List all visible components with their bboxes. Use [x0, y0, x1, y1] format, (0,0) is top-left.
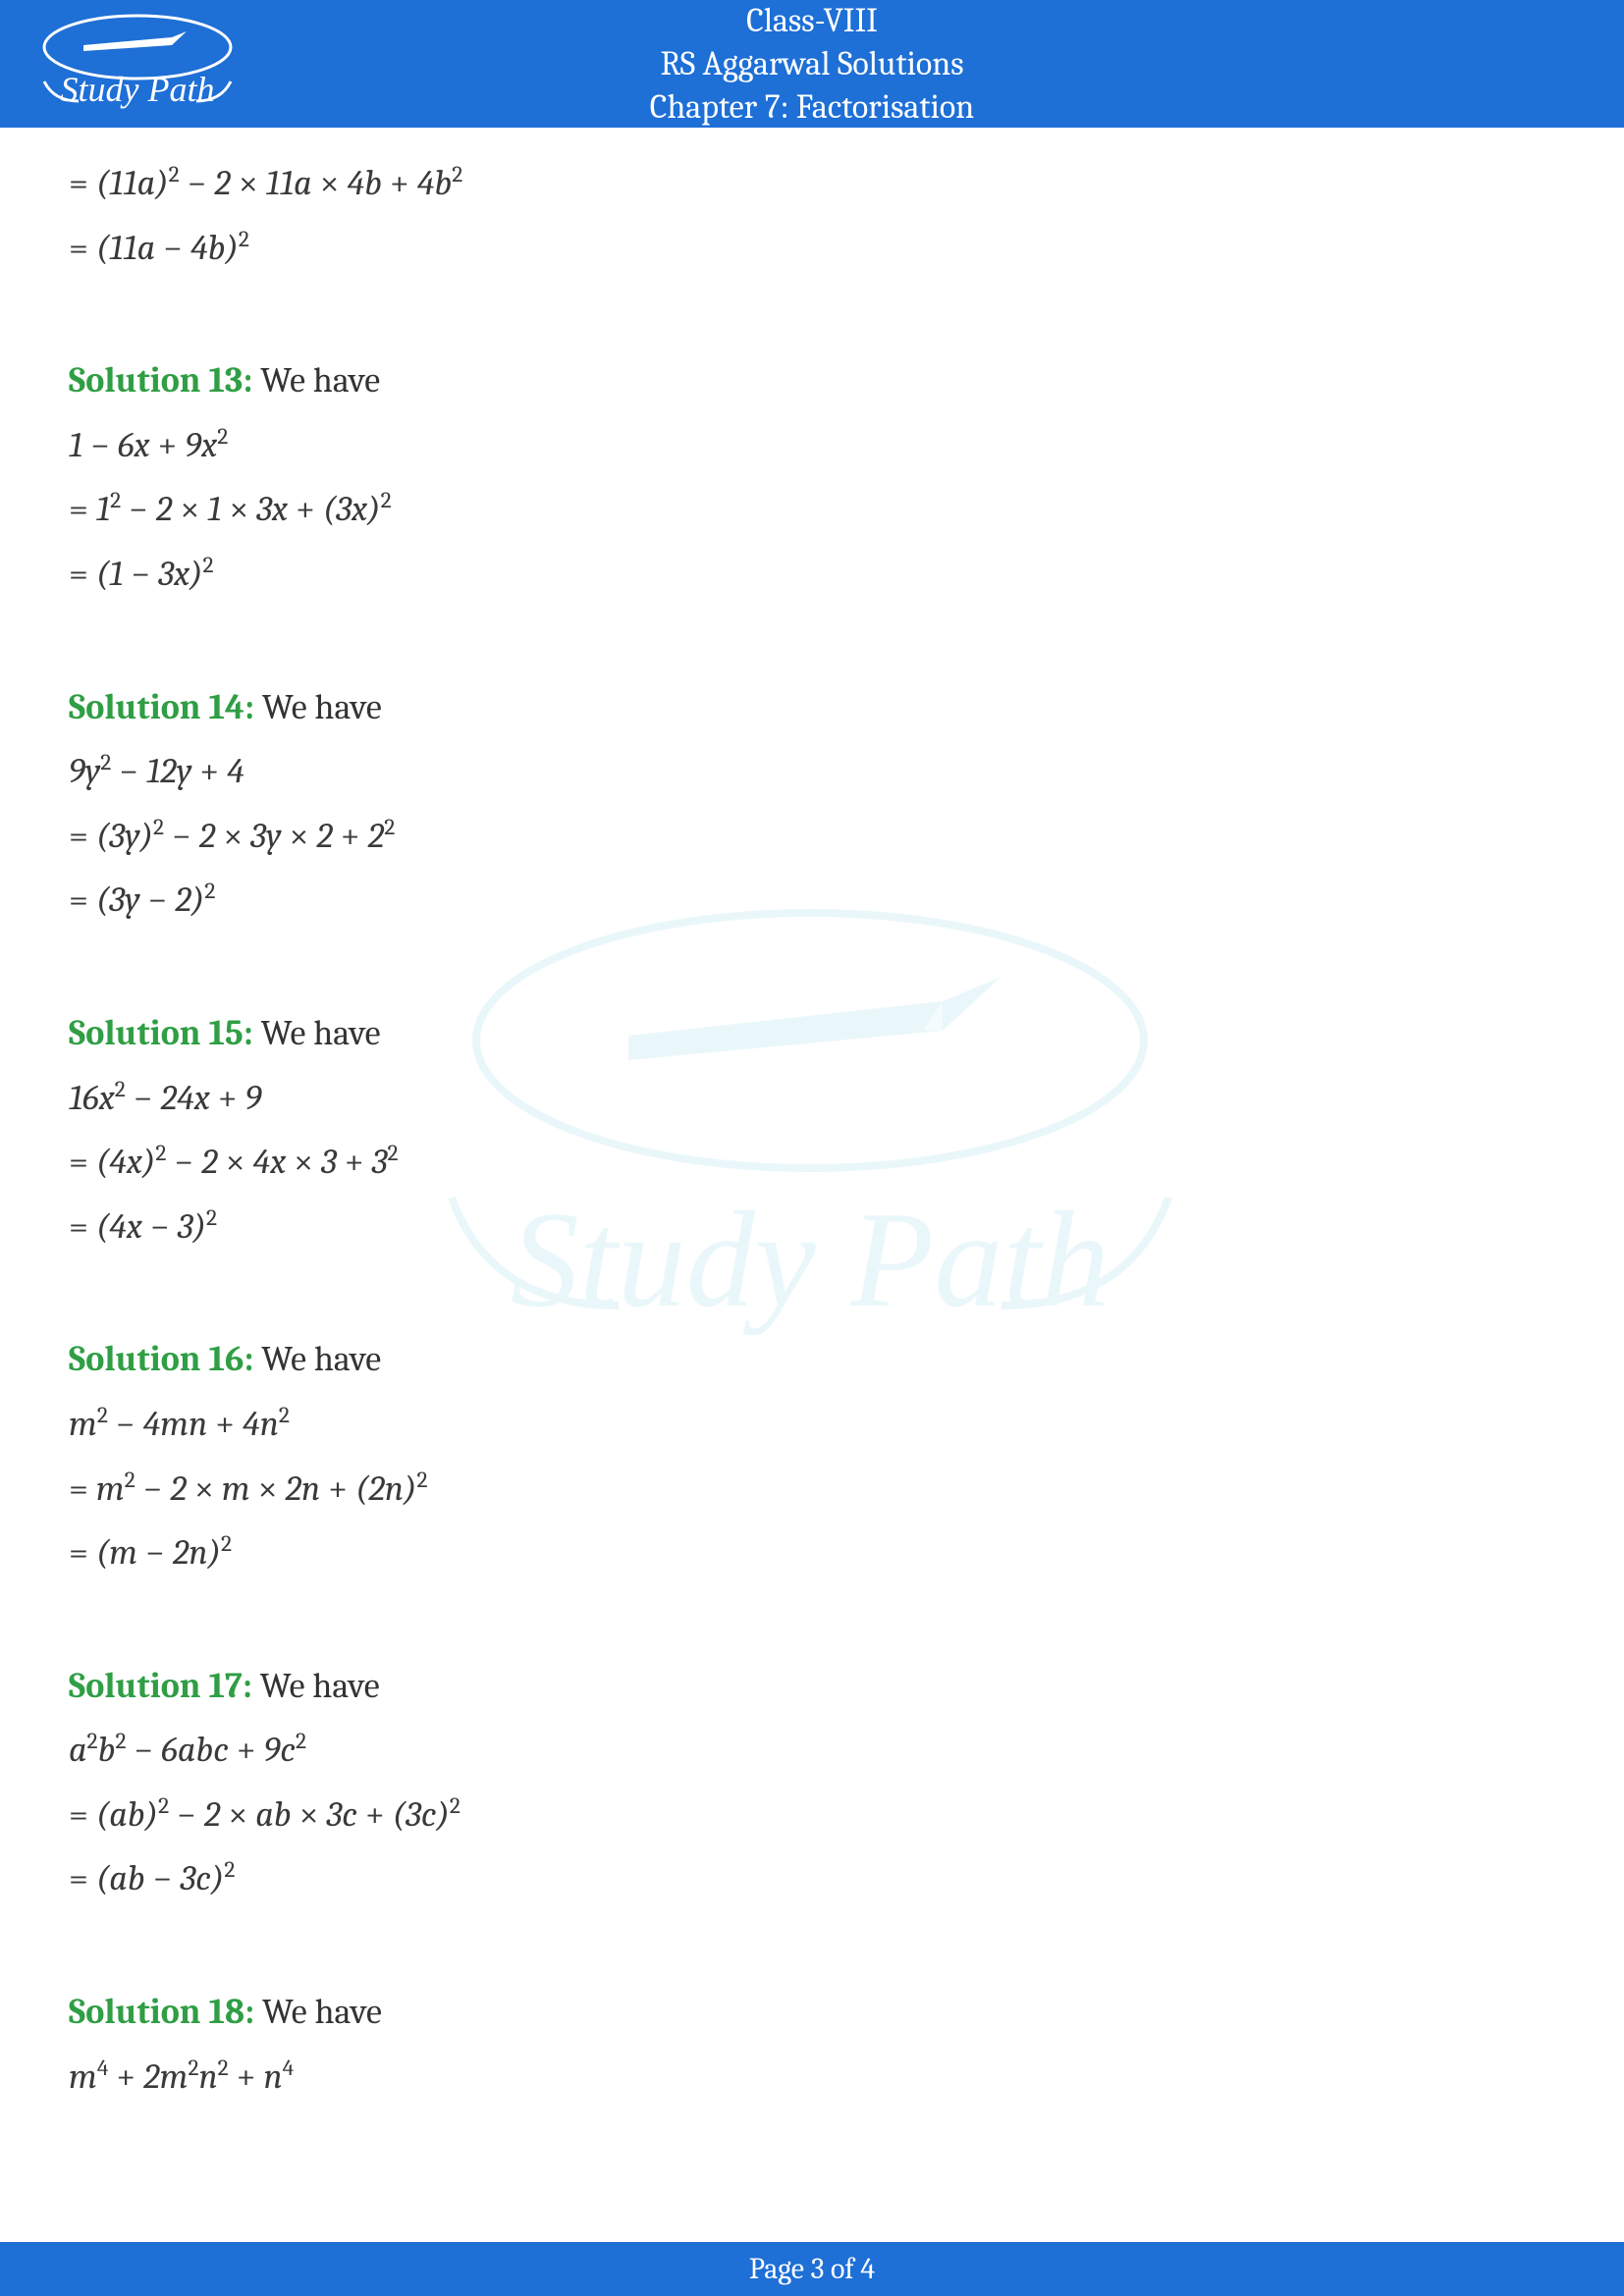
- math-expression: = 12 − 2 × 1 × 3x + (3x)2: [69, 481, 1555, 538]
- solution-intro: We have: [252, 1666, 380, 1706]
- solution-intro: We have: [253, 1339, 381, 1379]
- math-expression: = (1 − 3x)2: [69, 546, 1555, 603]
- study-path-logo: Study Path: [25, 8, 250, 116]
- solution-heading: Solution 13: We have: [69, 352, 1555, 409]
- continuation-line-1: = (11a)2 − 2 × 11a × 4b + 4b2: [69, 155, 1555, 212]
- solution-label: Solution 14:: [69, 687, 254, 727]
- svg-text:Study Path: Study Path: [61, 70, 215, 109]
- math-expression: 1 − 6x + 9x2: [69, 417, 1555, 474]
- solution-heading: Solution 15: We have: [69, 1005, 1555, 1062]
- math-expression: = m2 − 2 × m × 2n + (2n)2: [69, 1461, 1555, 1518]
- solution-label: Solution 17:: [69, 1666, 252, 1706]
- math-expression: = (ab − 3c)2: [69, 1850, 1555, 1907]
- math-expression: = (3y − 2)2: [69, 872, 1555, 929]
- math-expression: a2b2 − 6abc + 9c2: [69, 1722, 1555, 1779]
- solution-heading: Solution 17: We have: [69, 1658, 1555, 1715]
- solution-heading: Solution 16: We have: [69, 1331, 1555, 1388]
- math-expression: = (4x − 3)2: [69, 1199, 1555, 1255]
- solution-heading: Solution 14: We have: [69, 679, 1555, 736]
- math-expression: = (3y)2 − 2 × 3y × 2 + 22: [69, 808, 1555, 865]
- footer-prefix: Page: [749, 2252, 811, 2286]
- math-expression: 16x2 − 24x + 9: [69, 1070, 1555, 1127]
- page-footer: Page 3 of 4: [0, 2242, 1624, 2296]
- solution-label: Solution 15:: [69, 1013, 253, 1053]
- solution-intro: We have: [254, 687, 382, 727]
- math-expression: m4 + 2m2n2 + n4: [69, 2049, 1555, 2106]
- footer-total-pages: 4: [860, 2252, 875, 2286]
- solution-intro: We have: [253, 1013, 381, 1053]
- solution-intro: We have: [252, 360, 380, 400]
- solution-label: Solution 13:: [69, 360, 252, 400]
- footer-mid: of: [824, 2252, 860, 2286]
- page-content: = (11a)2 − 2 × 11a × 4b + 4b2 = (11a − 4…: [0, 128, 1624, 2105]
- solution-heading: Solution 18: We have: [69, 1984, 1555, 2041]
- solution-intro: We have: [254, 1992, 382, 2032]
- math-expression: = (m − 2n)2: [69, 1524, 1555, 1581]
- solution-label: Solution 18:: [69, 1992, 254, 2032]
- math-expression: = (ab)2 − 2 × ab × 3c + (3c)2: [69, 1787, 1555, 1843]
- footer-current-page: 3: [811, 2252, 825, 2286]
- continuation-line-2: = (11a − 4b)2: [69, 220, 1555, 277]
- page-header: Study Path Class-VIII RS Aggarwal Soluti…: [0, 0, 1624, 128]
- math-expression: = (4x)2 − 2 × 4x × 3 + 32: [69, 1134, 1555, 1191]
- solution-label: Solution 16:: [69, 1339, 253, 1379]
- math-expression: m2 − 4mn + 4n2: [69, 1396, 1555, 1453]
- math-expression: 9y2 − 12y + 4: [69, 743, 1555, 800]
